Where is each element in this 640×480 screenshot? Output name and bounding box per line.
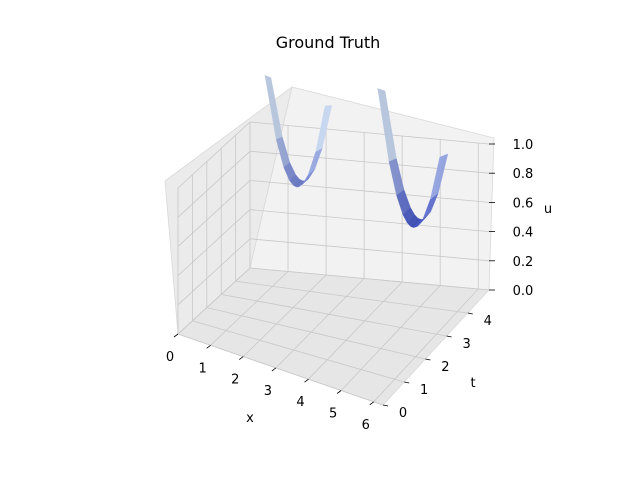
u-tick-label: 1.0 (513, 138, 534, 153)
pane-back-wall (249, 86, 495, 291)
t-tick (467, 312, 473, 315)
surface-plot (264, 75, 449, 229)
x-axis-label: x (246, 411, 254, 426)
x-tick-label: 1 (198, 361, 206, 376)
x-tick-label: 5 (329, 407, 337, 422)
surface-valley-2 (377, 88, 449, 229)
x-tick-label: 3 (264, 384, 272, 399)
t-tick-label: 0 (399, 406, 407, 421)
t-tick-label: 1 (420, 383, 428, 398)
t-axis-label: t (470, 376, 475, 391)
x-tick (304, 378, 309, 383)
t-tick-label: 4 (484, 314, 492, 329)
x-tick-label: 4 (296, 395, 304, 410)
x-tick-label: 2 (231, 373, 239, 388)
x-tick (271, 367, 277, 372)
u-tick-label: 0.4 (513, 226, 534, 241)
u-tick-label: 0.6 (513, 196, 534, 211)
x-tick (206, 344, 211, 349)
grid-line-u (177, 267, 490, 335)
t-tick-label: 3 (462, 337, 470, 352)
surface-facet (430, 155, 443, 200)
u-tick-label: 0.2 (513, 255, 534, 270)
x-tick (369, 401, 375, 406)
x-tick (239, 356, 244, 360)
x-tick (173, 333, 179, 338)
x-tick-label: 6 (362, 418, 370, 433)
grid-line-u (177, 121, 490, 189)
t-tick-label: 2 (441, 360, 449, 375)
t-tick (425, 358, 431, 361)
u-tick-label: 0.0 (513, 284, 534, 299)
surface-valley-1 (264, 75, 333, 188)
grid-line-u (177, 150, 490, 218)
x-tick-label: 0 (166, 350, 174, 365)
grid-line-u (177, 179, 490, 247)
surface-facet (315, 105, 328, 153)
u-axis-label: u (544, 202, 552, 217)
gridlines (177, 121, 490, 406)
u-tick-label: 0.8 (513, 167, 534, 182)
chart-title: Ground Truth (276, 33, 381, 52)
t-tick (404, 381, 410, 384)
x-tick (336, 390, 342, 394)
t-tick (382, 404, 389, 407)
grid-line-u (177, 238, 490, 306)
t-tick (446, 335, 452, 338)
